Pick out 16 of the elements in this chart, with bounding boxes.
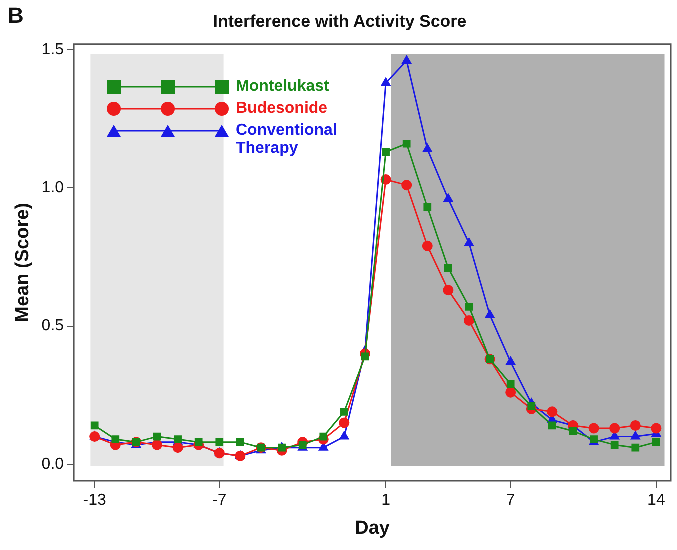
x-tick-label: 14	[648, 492, 666, 510]
legend-label: Montelukast	[236, 78, 330, 96]
legend-label: Budesonide	[236, 100, 329, 118]
text: B	[8, 3, 24, 28]
y-tick-label: 1.5	[42, 41, 64, 58]
y-tick-label: 1.0	[42, 179, 64, 196]
x-tick-label: -13	[83, 492, 107, 510]
y-tick-label: 0.5	[42, 318, 64, 335]
y-tick-label: 0.0	[42, 456, 64, 473]
x-tick-label: 7	[506, 492, 516, 510]
x-axis-title: Day	[355, 518, 390, 539]
chart-title: Interference with Activity Score	[213, 12, 467, 31]
y-axis-title: Mean (Score)	[12, 203, 34, 322]
legend-label: Conventional Therapy	[236, 122, 338, 158]
x-tick-label: 1	[382, 492, 391, 510]
x-tick-label: -7	[212, 492, 227, 510]
